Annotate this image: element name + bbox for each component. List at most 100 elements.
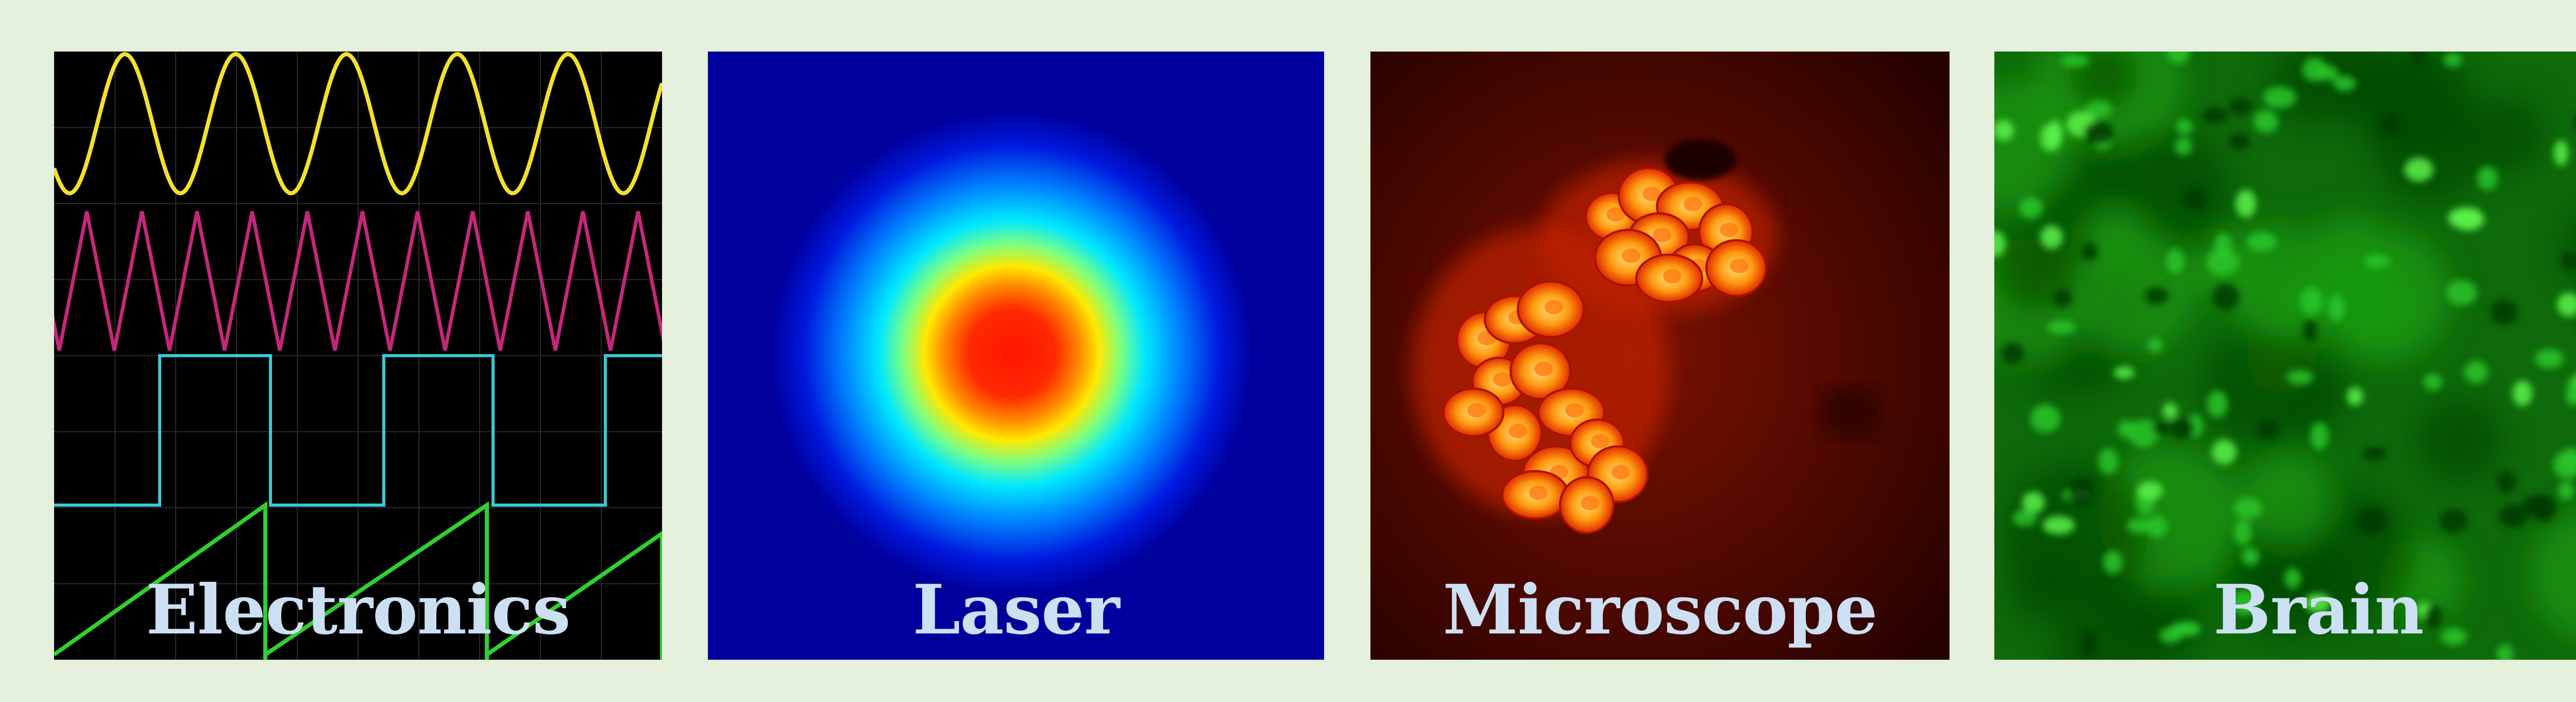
neuron-soma (2356, 507, 2388, 534)
neuron-soma (2363, 447, 2386, 460)
cell-nucleus (1493, 372, 1512, 387)
neuron-soma (2159, 628, 2182, 643)
neuron-soma (2234, 520, 2251, 545)
neuron-soma (2347, 387, 2363, 406)
neuron-soma (2247, 232, 2277, 252)
neuron-soma (2253, 110, 2278, 133)
dark-spot (1819, 387, 1880, 438)
neuron-soma (2060, 55, 2089, 67)
cell-nucleus (1545, 300, 1563, 314)
neuron-soma (2081, 630, 2096, 656)
neuron-soma (2152, 422, 2170, 434)
microscope-label: Microscope (1443, 570, 1877, 650)
cell-nucleus (1467, 403, 1486, 417)
tissue-patch (2349, 55, 2448, 154)
neuron-soma (2137, 481, 2163, 500)
cell-nucleus (1684, 197, 1702, 211)
neuron-soma (2425, 605, 2442, 629)
neuron-soma (2163, 403, 2177, 419)
neuron-soma (2170, 418, 2195, 439)
cell-nucleus (1653, 228, 1671, 242)
tissue-patch (2082, 204, 2147, 269)
neuron-soma (2013, 510, 2037, 526)
neuron-soma (2183, 188, 2207, 210)
neuron-soma (2333, 76, 2356, 91)
neuron-soma (2083, 121, 2113, 145)
neuron-soma (2229, 98, 2252, 115)
neuron-soma (2145, 287, 2168, 305)
cell-nucleus (1612, 465, 1630, 479)
neuron-soma (2490, 300, 2518, 325)
tissue-patch (2339, 285, 2409, 355)
cell-nucleus (1509, 424, 1527, 438)
neuron-soma (2040, 225, 2063, 249)
neuron-soma (2147, 338, 2163, 353)
electronics-panel[interactable]: Electronics (54, 52, 662, 660)
neuron-soma (2201, 108, 2228, 123)
neuron-soma (2535, 349, 2564, 369)
triangle-wave-trace (54, 211, 662, 351)
cell-nucleus (1534, 362, 1553, 376)
tissue-patch (2468, 96, 2546, 173)
neuron-soma (2103, 550, 2123, 574)
neuron-soma (2464, 361, 2488, 383)
neuron-soma (2328, 294, 2345, 321)
dark-spot (1664, 139, 1736, 180)
laser-panel[interactable]: Laser (708, 52, 1324, 660)
neuron-soma (2513, 380, 2532, 406)
neuron-soma (1994, 120, 2014, 141)
neuron-soma (2114, 366, 2134, 379)
neuron-soma (1994, 231, 2006, 257)
neuron-soma (2558, 481, 2574, 500)
cell-nucleus (1529, 486, 1548, 500)
neuron-soma (2231, 589, 2258, 616)
electronics-label: Electronics (146, 570, 570, 650)
neuron-soma (2477, 166, 2498, 190)
neuron-soma (2206, 249, 2239, 275)
sine-wave-trace (54, 52, 662, 196)
neuron-soma (2176, 119, 2193, 135)
neuron-soma (2002, 343, 2024, 364)
neuron-soma (2311, 422, 2328, 450)
neuron-soma (2212, 283, 2239, 310)
neuron-soma (2411, 52, 2426, 64)
neuron-soma (2497, 644, 2513, 660)
neuron-soma (2212, 440, 2236, 464)
neuron-soma (2069, 478, 2094, 506)
neuron-soma (2229, 133, 2250, 150)
neuron-soma (2439, 509, 2467, 533)
neuron-soma (2574, 116, 2576, 129)
neuron-soma (2098, 448, 2118, 474)
neuron-soma (2364, 255, 2390, 268)
neuron-soma (2167, 52, 2190, 64)
microscope-panel[interactable]: Microscope (1370, 52, 1950, 660)
neuron-soma (2424, 374, 2442, 390)
tissue-patch (2530, 512, 2576, 638)
neuron-soma (2030, 405, 2060, 432)
neuron-soma (2404, 158, 2433, 181)
neuron-soma (2286, 370, 2313, 385)
brain-panel[interactable]: Brain (1994, 52, 2576, 660)
tissue-patch (1994, 81, 2074, 209)
neuron-soma (2081, 243, 2098, 260)
neuron-soma (2499, 504, 2528, 528)
neuron-soma (2522, 495, 2549, 517)
tissue-patch (2069, 52, 2138, 109)
cell-nucleus (1720, 223, 1738, 237)
neuron-soma (2175, 138, 2192, 155)
neuron-soma (2147, 515, 2167, 538)
neuron-soma (2441, 628, 2467, 645)
neuron-soma (2127, 518, 2154, 533)
tissue-patch (2223, 225, 2335, 337)
neuron-soma (2019, 197, 2043, 219)
laser-beam-profile-image (708, 52, 1324, 660)
fluorescent-neurons-image (1994, 52, 2576, 660)
neuron-soma (2086, 101, 2112, 118)
cell-nucleus (1606, 207, 1625, 222)
square-wave-trace (54, 354, 662, 507)
tissue-patch (2241, 455, 2333, 547)
laser-label: Laser (912, 570, 1120, 650)
cell-nucleus (1591, 434, 1609, 448)
neuron-soma (2300, 287, 2323, 315)
neuron-soma (2304, 593, 2331, 613)
